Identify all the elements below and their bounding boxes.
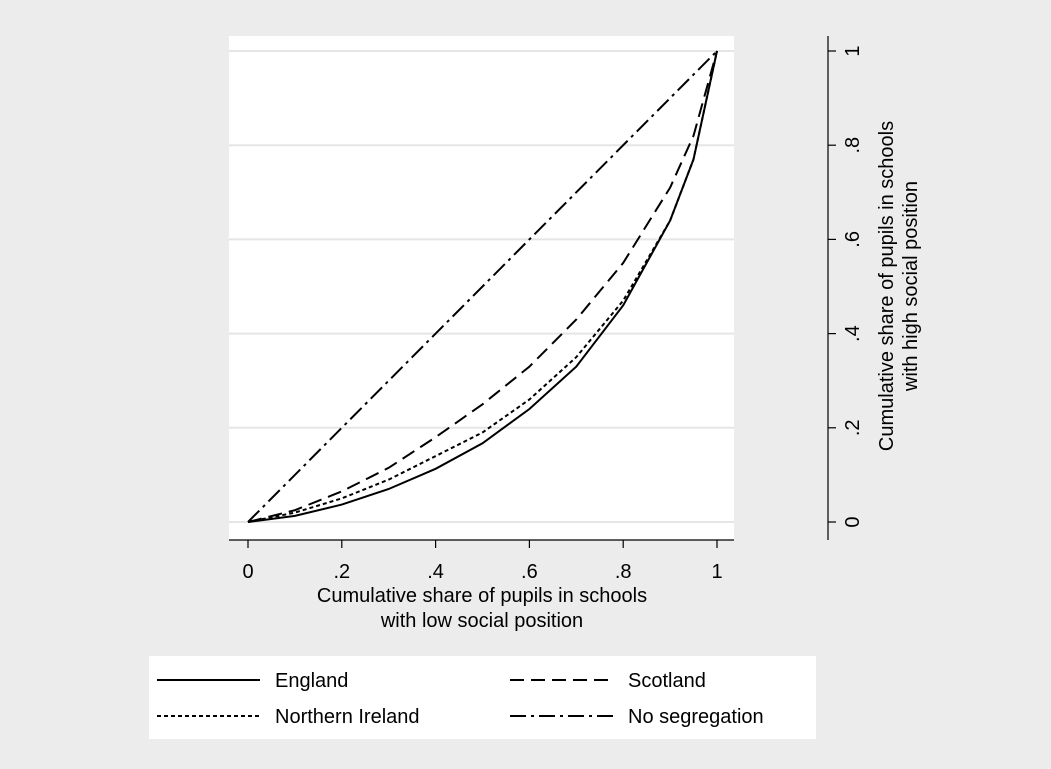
legend-label-england: England: [275, 670, 348, 692]
y-tick-label-2: .4: [842, 325, 864, 342]
x-tick-label-5: 1: [711, 561, 722, 583]
x-axis: 0 .2 .4 .6 .8 1: [229, 539, 734, 583]
legend-box: [149, 656, 816, 739]
x-tick-label-3: .6: [521, 561, 538, 583]
series-line-no-segregation: [247, 50, 718, 523]
series-line-scotland: [247, 50, 718, 523]
series-lines: [247, 50, 718, 523]
legend-items: England Scotland Northern Ireland No segreg…: [157, 670, 764, 728]
legend-label-scotland: Scotland: [628, 670, 706, 692]
x-axis-title-line-2: with low social position: [380, 610, 583, 632]
y-tick-label-1: .2: [842, 419, 864, 436]
x-tick-label-1: .2: [333, 561, 350, 583]
x-axis-title-line-1: Cumulative share of pupils in schools: [317, 585, 647, 607]
y-axis-title: Cumulative share of pupils in schools wi…: [876, 121, 922, 451]
y-tick-label-group-1: .2: [842, 419, 864, 436]
y-tick-label-group-4: .8: [842, 137, 864, 154]
y-tick-label-3: .6: [842, 231, 864, 248]
legend-label-no-segregation: No segregation: [628, 706, 764, 728]
y-tick-label-0: 0: [842, 516, 864, 527]
x-tick-label-4: .8: [615, 561, 632, 583]
x-tick-label-0: 0: [242, 561, 253, 583]
y-tick-label-5: 1: [842, 45, 864, 56]
y-axis-title-line-2: with high social position: [900, 181, 922, 392]
series-line-northern-ireland: [247, 50, 718, 523]
y-tick-label-group-2: .4: [842, 325, 864, 342]
y-axis-title-line-1: Cumulative share of pupils in schools: [876, 121, 898, 451]
x-tick-label-2: .4: [427, 561, 444, 583]
y-axis: 0 .2 .4 .6 .8 1: [827, 36, 864, 540]
legend-label-northern-ireland: Northern Ireland: [275, 706, 420, 728]
y-tick-label-group-5: 1: [842, 45, 864, 56]
y-tick-label-group-0: 0: [842, 516, 864, 527]
y-tick-label-4: .8: [842, 137, 864, 154]
y-tick-label-group-3: .6: [842, 231, 864, 248]
gridlines: [229, 50, 734, 523]
legend: England Scotland Northern Ireland No segreg…: [149, 656, 816, 739]
